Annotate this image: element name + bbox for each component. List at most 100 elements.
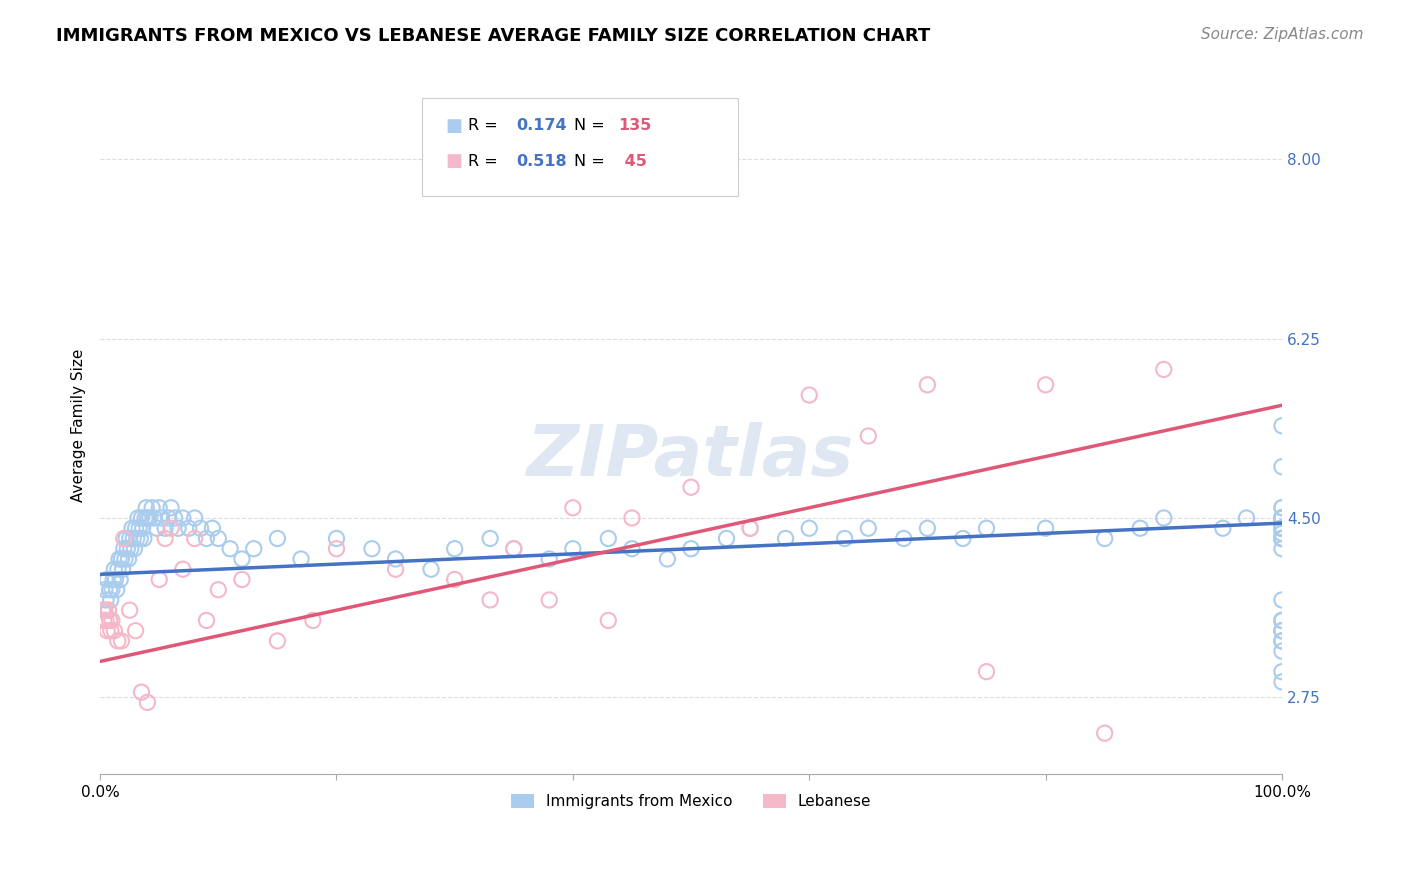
Point [153,532,176,546]
Point [1271,511,1294,525]
Point [325,532,347,546]
Point [110,634,132,648]
Point [1271,500,1294,515]
Point [108,552,131,566]
Point [1271,532,1294,546]
Text: ZIPatlas: ZIPatlas [527,422,855,491]
Point [1035,521,1057,535]
Text: IMMIGRANTS FROM MEXICO VS LEBANESE AVERAGE FAMILY SIZE CORRELATION CHART: IMMIGRANTS FROM MEXICO VS LEBANESE AVERA… [56,27,931,45]
Point [97,603,120,617]
Point [107,562,129,576]
Point [1271,459,1294,474]
Point [207,582,229,597]
Point [976,521,998,535]
Point [110,552,132,566]
Text: 45: 45 [619,154,647,169]
Point [1094,532,1116,546]
Point [799,521,821,535]
Point [160,500,183,515]
Point [94,582,117,597]
Point [1271,593,1294,607]
Point [172,562,194,576]
Point [1271,624,1294,638]
Point [1271,511,1294,525]
Point [100,593,122,607]
Point [195,614,218,628]
Point [1271,674,1294,689]
Point [1129,521,1152,535]
Point [135,500,157,515]
Point [112,541,135,556]
Point [976,665,998,679]
Point [561,500,583,515]
Point [290,552,312,566]
Point [266,634,288,648]
Point [1271,521,1294,535]
Point [124,624,146,638]
Point [94,593,117,607]
Point [1271,532,1294,546]
Point [143,511,166,525]
Point [1271,614,1294,628]
Point [98,582,121,597]
Point [134,511,156,525]
Point [117,552,139,566]
Point [96,573,118,587]
Legend: Immigrants from Mexico, Lebanese: Immigrants from Mexico, Lebanese [505,788,877,815]
Point [100,624,122,638]
Point [1271,521,1294,535]
Point [302,614,325,628]
Text: 0.174: 0.174 [516,119,567,133]
Point [219,541,242,556]
Point [679,541,702,556]
Point [148,573,170,587]
Point [1271,521,1294,535]
Point [598,614,620,628]
Point [561,541,583,556]
Text: 135: 135 [619,119,652,133]
Point [1271,541,1294,556]
Point [1271,521,1294,535]
Point [118,603,141,617]
Text: Source: ZipAtlas.com: Source: ZipAtlas.com [1201,27,1364,42]
Point [231,552,253,566]
Point [115,532,138,546]
Point [121,521,143,535]
Text: R =: R = [468,119,503,133]
Point [893,532,915,546]
Point [1271,532,1294,546]
Point [443,541,465,556]
Point [1271,644,1294,658]
Point [124,541,146,556]
Point [1271,500,1294,515]
Point [1271,532,1294,546]
Point [620,541,643,556]
Point [1271,614,1294,628]
Point [131,511,153,525]
Point [598,532,620,546]
Point [242,541,264,556]
Point [1271,526,1294,541]
Point [183,532,205,546]
Point [1271,511,1294,525]
Point [207,532,229,546]
Point [266,532,288,546]
Point [1271,532,1294,546]
Y-axis label: Average Family Size: Average Family Size [72,349,86,502]
Point [1271,511,1294,525]
Point [679,480,702,494]
Point [183,511,205,525]
Point [538,552,561,566]
Point [153,521,176,535]
Point [420,562,443,576]
Point [1271,624,1294,638]
Point [94,614,117,628]
Point [125,532,148,546]
Point [150,511,173,525]
Point [163,511,186,525]
Point [740,521,762,535]
Point [1271,418,1294,433]
Point [952,532,974,546]
Point [157,511,180,525]
Point [1271,521,1294,535]
